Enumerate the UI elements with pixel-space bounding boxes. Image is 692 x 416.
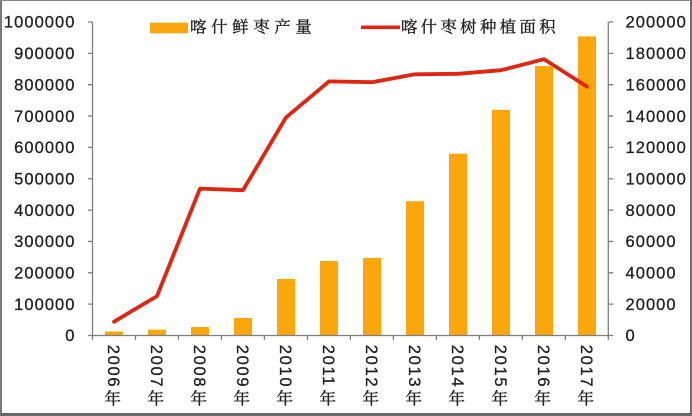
- svg-text:2010: 2010: [276, 345, 294, 389]
- svg-text:2015: 2015: [491, 345, 509, 389]
- svg-text:2009: 2009: [233, 345, 251, 389]
- svg-text:2013: 2013: [405, 345, 423, 389]
- svg-text:2017: 2017: [577, 345, 595, 389]
- svg-text:900000: 900000: [14, 45, 75, 63]
- svg-text:300000: 300000: [14, 233, 75, 251]
- svg-text:600000: 600000: [14, 139, 75, 157]
- svg-text:120000: 120000: [626, 139, 687, 157]
- svg-text:20000: 20000: [626, 296, 677, 314]
- svg-text:200000: 200000: [14, 265, 75, 283]
- svg-text:140000: 140000: [626, 108, 687, 126]
- svg-text:500000: 500000: [14, 170, 75, 188]
- svg-text:2016: 2016: [534, 345, 552, 389]
- svg-text:0: 0: [65, 327, 75, 345]
- svg-text:180000: 180000: [626, 45, 687, 63]
- svg-text:100000: 100000: [14, 296, 75, 314]
- svg-text:160000: 160000: [626, 76, 687, 94]
- svg-text:2006: 2006: [104, 345, 122, 389]
- svg-text:800000: 800000: [14, 76, 75, 94]
- svg-text:0: 0: [626, 327, 636, 345]
- svg-text:2008: 2008: [190, 345, 208, 389]
- svg-text:60000: 60000: [626, 233, 677, 251]
- svg-text:80000: 80000: [626, 202, 677, 220]
- svg-text:100000: 100000: [626, 170, 687, 188]
- svg-text:700000: 700000: [14, 108, 75, 126]
- svg-text:2014: 2014: [448, 345, 466, 389]
- svg-text:400000: 400000: [14, 202, 75, 220]
- svg-text:40000: 40000: [626, 265, 677, 283]
- svg-text:2012: 2012: [362, 345, 380, 389]
- svg-text:1000000: 1000000: [4, 14, 76, 32]
- svg-text:2011: 2011: [319, 345, 337, 387]
- svg-text:200000: 200000: [626, 14, 687, 32]
- svg-text:2007: 2007: [147, 345, 165, 389]
